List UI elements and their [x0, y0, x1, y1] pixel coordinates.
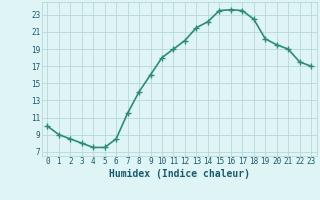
X-axis label: Humidex (Indice chaleur): Humidex (Indice chaleur) [109, 169, 250, 179]
